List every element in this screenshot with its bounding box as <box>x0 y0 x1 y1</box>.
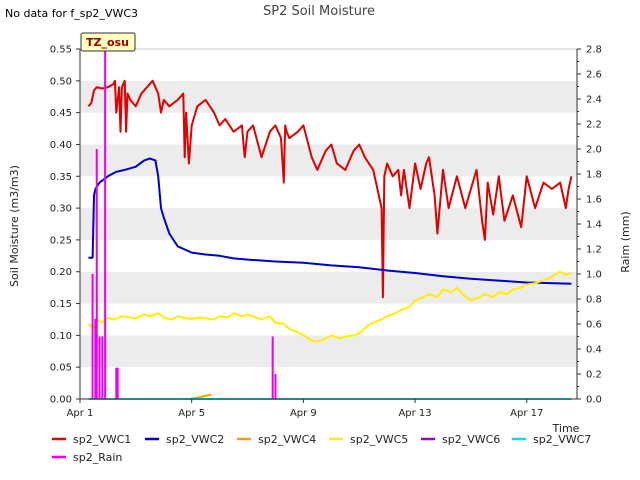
legend-item-sp2_VWC4: sp2_VWC4 <box>237 433 316 446</box>
y2-tick-label: 2.0 <box>586 145 602 156</box>
y2-tick-label: 0.6 <box>586 320 602 331</box>
legend-label: sp2_Rain <box>73 451 122 464</box>
tz-badge: TZ_osu <box>80 32 136 52</box>
legend-label: sp2_VWC7 <box>533 433 591 446</box>
legend-item-sp2_VWC2: sp2_VWC2 <box>145 433 224 446</box>
chart-title: SP2 Soil Moisture <box>263 4 375 19</box>
grid-band <box>80 303 577 336</box>
legend-label: sp2_VWC4 <box>258 433 316 446</box>
grid-bands <box>80 49 577 399</box>
y-tick-label: 0.40 <box>50 140 72 151</box>
legend-item-sp2_VWC6: sp2_VWC6 <box>421 433 500 446</box>
series-layer <box>87 49 573 400</box>
sp2_VWC2-line <box>88 157 572 285</box>
left-axis: 0.00 0.05 0.10 0.15 0.20 0.25 0.30 0.35 0.40 0.45… <box>50 45 81 406</box>
legend-item-sp2_VWC7: sp2_VWC7 <box>512 433 591 446</box>
sp2_VWC1-line <box>87 79 573 299</box>
legend-label: sp2_VWC6 <box>442 433 500 446</box>
grid-band <box>80 239 577 272</box>
legend-label: sp2_VWC2 <box>166 433 224 446</box>
tz-badge-text: TZ_osu <box>86 36 129 49</box>
y-tick-label: 0.25 <box>50 235 72 246</box>
y2-tick-label: 0.2 <box>586 370 602 381</box>
grid-band <box>80 367 577 399</box>
y2-tick-label: 2.2 <box>586 120 602 131</box>
legend: sp2_VWC1 sp2_VWC2 sp2_VWC4 sp2_VWC5 sp2_VWC6… <box>52 433 591 464</box>
y2-tick-label: 0.0 <box>586 395 602 406</box>
y-tick-label: 0.50 <box>50 76 72 87</box>
legend-label: sp2_VWC5 <box>350 433 408 446</box>
x-tick-label: Apr 17 <box>510 408 543 419</box>
tz-badge-box <box>80 32 136 52</box>
grid-band <box>80 271 577 304</box>
y2-tick-label: 1.2 <box>586 245 602 256</box>
grid-band <box>80 49 577 81</box>
no-data-note: No data for f_sp2_VWC3 <box>5 7 139 20</box>
y2-tick-label: 2.4 <box>586 95 602 106</box>
y-tick-label: 0.00 <box>50 395 72 406</box>
y-tick-label: 0.10 <box>50 331 72 342</box>
y-tick-label: 0.35 <box>50 172 72 183</box>
y-tick-label: 0.05 <box>50 363 72 374</box>
y2-tick-label: 1.4 <box>586 220 602 231</box>
y2-tick-label: 1.6 <box>586 195 602 206</box>
x-tick-label: Apr 5 <box>178 408 205 419</box>
y-tick-label: 0.30 <box>50 204 72 215</box>
x-axis-label: Time <box>552 422 580 435</box>
y2-tick-label: 2.8 <box>586 45 602 56</box>
legend-label: sp2_VWC1 <box>73 433 131 446</box>
grid-band <box>80 335 577 368</box>
x-tick-label: Apr 13 <box>398 408 431 419</box>
grid-band <box>80 144 577 177</box>
x-tick-label: Apr 9 <box>290 408 317 419</box>
y-axis-label: Soil Moisture (m3/m3) <box>8 165 21 287</box>
right-axis: 0.0 0.2 0.4 0.6 0.8 1.0 1.2 1.4 1.6 1.8 2.0 2.2 2.4 2… <box>576 45 602 406</box>
y2-tick-label: 1.8 <box>586 170 602 181</box>
legend-item-sp2_VWC1: sp2_VWC1 <box>52 433 131 446</box>
y2-tick-label: 0.8 <box>586 295 602 306</box>
y2-tick-label: 2.6 <box>586 70 602 81</box>
x-tick-label: Apr 1 <box>67 408 94 419</box>
legend-item-sp2_Rain: sp2_Rain <box>52 451 122 464</box>
grid-band <box>80 112 577 145</box>
x-axis: Apr 1 Apr 5 Apr 9 Apr 13 Apr 17 <box>67 398 577 419</box>
y-tick-label: 0.45 <box>50 108 72 119</box>
y-tick-label: 0.15 <box>50 299 72 310</box>
sp2_VWC5-line <box>87 270 572 343</box>
y2-axis-label: Raim (mm) <box>619 211 632 272</box>
legend-item-sp2_VWC5: sp2_VWC5 <box>329 433 408 446</box>
y-tick-label: 0.20 <box>50 267 72 278</box>
y-tick-label: 0.55 <box>50 45 72 56</box>
y2-tick-label: 0.4 <box>586 345 602 356</box>
y2-tick-label: 1.0 <box>586 270 602 281</box>
